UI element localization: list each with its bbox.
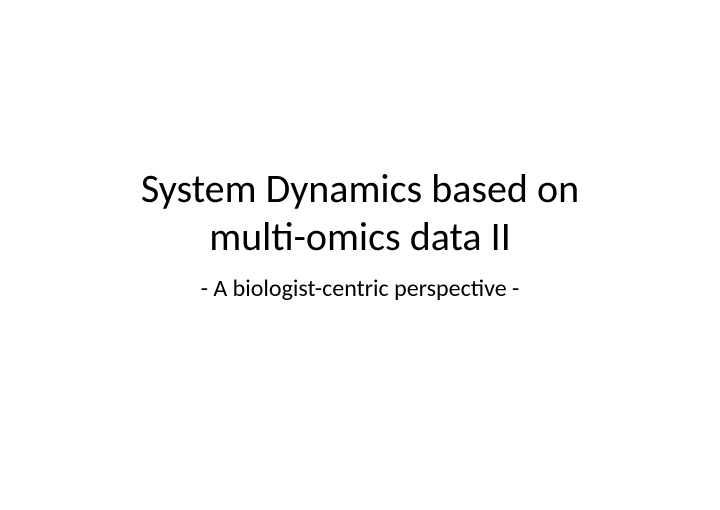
slide-title: System Dynamics based on multi-omics dat… <box>141 165 579 261</box>
slide-content: System Dynamics based on multi-omics dat… <box>141 165 579 304</box>
slide-subtitle: - A biologist-centric perspective - <box>201 273 520 304</box>
title-line-2: multi-omics data II <box>141 213 579 261</box>
title-line-1: System Dynamics based on <box>141 165 579 213</box>
